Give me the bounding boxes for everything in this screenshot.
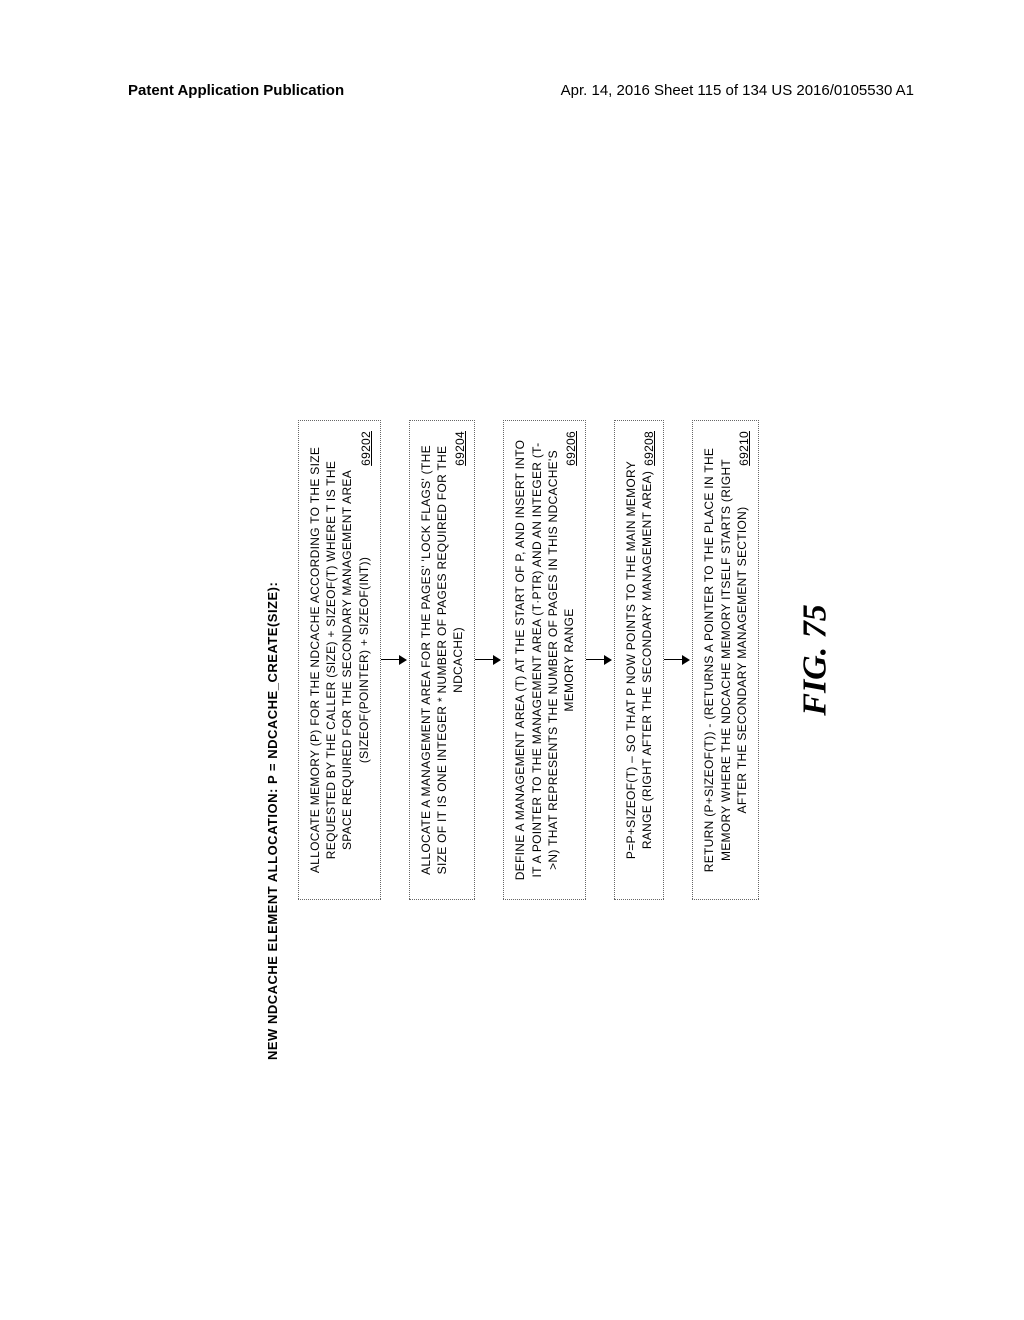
flow-node: P=P+SIZEOF(T) – SO THAT P NOW POINTS TO … [614, 420, 664, 900]
flow-node: RETURN (P+SIZEOF(T)) - (RETURNS A POINTE… [692, 420, 759, 900]
flow-node-text: P=P+SIZEOF(T) – SO THAT P NOW POINTS TO … [624, 461, 654, 859]
flow-node-ref: 69210 [736, 431, 752, 466]
header-left: Patent Application Publication [128, 82, 344, 99]
page-header: Patent Application Publication Apr. 14, … [0, 82, 1024, 99]
flow-node-ref: 69208 [641, 431, 657, 466]
flow-node: ALLOCATE A MANAGEMENT AREA FOR THE PAGES… [409, 420, 476, 900]
flow-node: DEFINE A MANAGEMENT AREA (T) AT THE STAR… [503, 420, 586, 900]
flow-node-text: RETURN (P+SIZEOF(T)) - (RETURNS A POINTE… [702, 448, 748, 872]
flow-node-text: ALLOCATE A MANAGEMENT AREA FOR THE PAGES… [419, 445, 465, 875]
flow-arrow [475, 420, 503, 900]
flow-arrow [664, 420, 692, 900]
flow-node-ref: 69204 [452, 431, 468, 466]
header-right: Apr. 14, 2016 Sheet 115 of 134 US 2016/0… [561, 82, 914, 99]
flow-node-text: DEFINE A MANAGEMENT AREA (T) AT THE STAR… [513, 440, 576, 881]
flow-arrow [381, 420, 409, 900]
flow-node-ref: 69206 [563, 431, 579, 466]
flow-arrow [586, 420, 614, 900]
flowchart-title: NEW NDCACHE ELEMENT ALLOCATION: P = NDCA… [265, 260, 280, 1060]
flow-node: ALLOCATE MEMORY (P) FOR THE NDCACHE ACCO… [298, 420, 381, 900]
figure-label: FIG. 75 [797, 604, 835, 715]
flow-node-ref: 69202 [358, 431, 374, 466]
flowchart-container: NEW NDCACHE ELEMENT ALLOCATION: P = NDCA… [265, 260, 759, 1060]
flow-node-text: ALLOCATE MEMORY (P) FOR THE NDCACHE ACCO… [308, 447, 371, 873]
